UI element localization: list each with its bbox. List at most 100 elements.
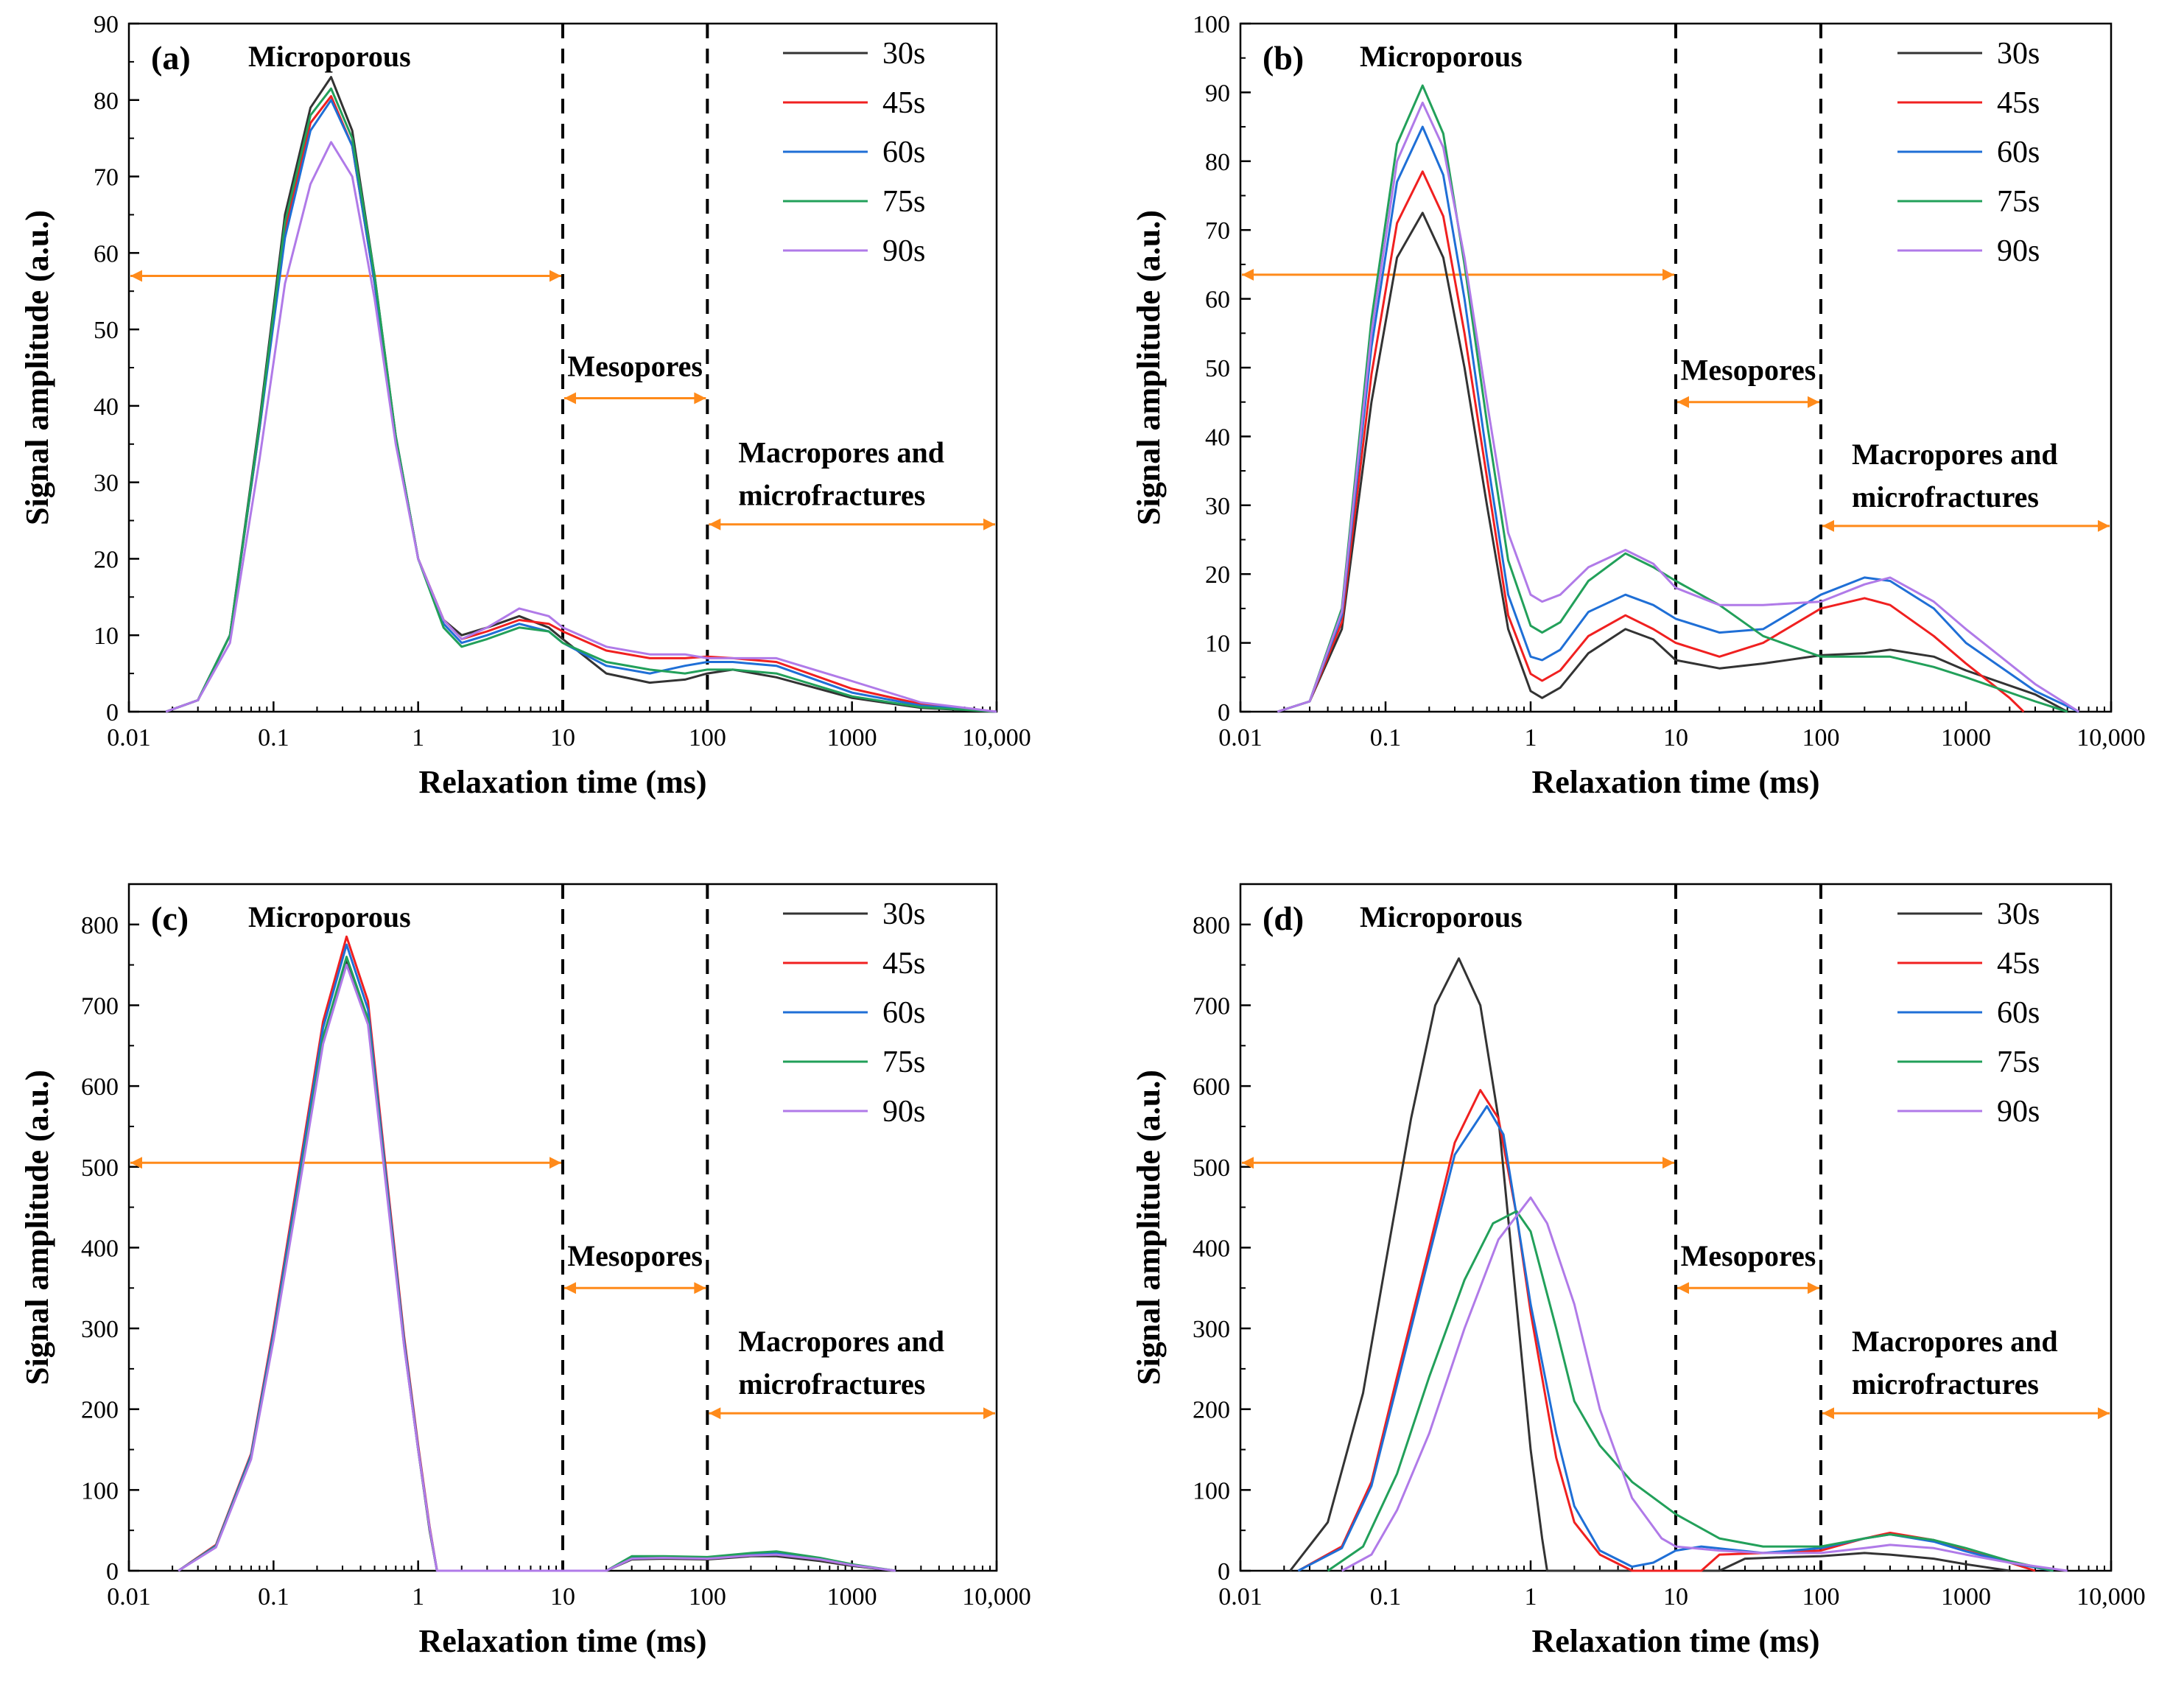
y-axis-title: Signal amplitude (a.u.) bbox=[1131, 1070, 1167, 1385]
micro-arrow-head-left bbox=[1242, 268, 1254, 281]
y-tick-label: 60 bbox=[94, 240, 119, 267]
x-tick-label: 0.1 bbox=[1370, 1583, 1402, 1611]
x-tick-label: 0.1 bbox=[1370, 724, 1402, 751]
x-tick-label: 100 bbox=[689, 724, 726, 751]
x-tick-label: 10 bbox=[550, 1583, 575, 1611]
legend-label-90s: 90s bbox=[1997, 1095, 2040, 1129]
meso-arrow-head-right bbox=[1808, 396, 1819, 408]
y-tick-label: 0 bbox=[106, 699, 119, 726]
y-axis-title: Signal amplitude (a.u.) bbox=[1131, 210, 1167, 525]
macro-arrow-head-left bbox=[709, 518, 721, 530]
legend-label-45s: 45s bbox=[882, 947, 925, 981]
y-tick-label: 600 bbox=[1193, 1073, 1230, 1101]
legend-label-60s: 60s bbox=[1997, 136, 2040, 169]
legend-label-30s: 30s bbox=[882, 897, 925, 931]
y-tick-label: 100 bbox=[81, 1477, 119, 1504]
micro-label: Microporous bbox=[248, 40, 411, 73]
x-tick-label: 0.01 bbox=[107, 724, 151, 751]
x-tick-label: 1000 bbox=[827, 724, 877, 751]
y-tick-label: 100 bbox=[1193, 11, 1230, 38]
macro-arrow-head-left bbox=[709, 1407, 721, 1420]
x-tick-label: 0.01 bbox=[1218, 724, 1263, 751]
y-tick-label: 40 bbox=[1205, 424, 1230, 451]
series-line-60s bbox=[1277, 125, 2079, 713]
y-tick-label: 200 bbox=[1193, 1397, 1230, 1424]
y-tick-label: 200 bbox=[81, 1397, 119, 1424]
macro-arrow-head-left bbox=[1822, 519, 1834, 532]
y-tick-label: 100 bbox=[1193, 1477, 1230, 1504]
x-tick-label: 100 bbox=[1802, 1583, 1840, 1611]
series-line-45s bbox=[1297, 1089, 2036, 1572]
legend-label-90s: 90s bbox=[882, 234, 925, 268]
x-tick-label: 1 bbox=[1525, 724, 1537, 751]
meso-arrow-head-right bbox=[694, 392, 706, 404]
y-tick-label: 20 bbox=[1205, 561, 1230, 589]
legend-label-60s: 60s bbox=[1997, 996, 2040, 1030]
y-tick-label: 500 bbox=[1193, 1154, 1230, 1182]
x-tick-label: 0.1 bbox=[258, 724, 289, 751]
panel-label: (c) bbox=[151, 900, 189, 937]
x-tick-label: 10,000 bbox=[962, 1583, 1031, 1611]
legend-label-90s: 90s bbox=[1997, 234, 2040, 268]
macro-arrow-head-left bbox=[1822, 1407, 1834, 1420]
series-line-30s bbox=[1277, 211, 2068, 713]
panel-c: 0.01 0.1 1 10 100 1000 10,000 0 100 200 300 400 500 6… bbox=[19, 883, 1031, 1659]
micro-arrow-head-left bbox=[130, 1157, 142, 1169]
meso-label: Mesopores bbox=[567, 1239, 703, 1272]
legend-label-45s: 45s bbox=[1997, 947, 2040, 981]
macro-label-line1: Macropores and bbox=[1852, 1325, 2058, 1358]
y-tick-label: 80 bbox=[1205, 149, 1230, 176]
series-line-30s bbox=[165, 76, 997, 713]
meso-arrow-head-left bbox=[1677, 1282, 1689, 1294]
series-line-75s bbox=[1327, 1210, 2054, 1572]
panel-label: (a) bbox=[151, 39, 191, 77]
series-line-75s bbox=[1277, 84, 2068, 713]
series-line-90s bbox=[165, 141, 997, 713]
y-tick-label: 90 bbox=[1205, 80, 1230, 107]
legend-label-45s: 45s bbox=[882, 86, 925, 120]
x-tick-label: 10 bbox=[1663, 1583, 1688, 1611]
y-tick-label: 70 bbox=[94, 164, 119, 192]
x-tick-label: 10 bbox=[550, 724, 575, 751]
y-tick-label: 30 bbox=[94, 470, 119, 497]
micro-arrow-head-right bbox=[549, 270, 561, 282]
y-tick-label: 400 bbox=[1193, 1235, 1230, 1262]
y-tick-label: 10 bbox=[94, 623, 119, 650]
y-tick-label: 70 bbox=[1205, 217, 1230, 245]
x-tick-label: 100 bbox=[689, 1583, 726, 1611]
y-tick-label: 20 bbox=[94, 546, 119, 573]
y-tick-label: 90 bbox=[94, 11, 119, 38]
micro-label: Microporous bbox=[1360, 900, 1523, 933]
panel-label: (d) bbox=[1263, 900, 1304, 937]
series-line-90s bbox=[178, 964, 896, 1572]
y-tick-label: 700 bbox=[81, 992, 119, 1020]
meso-arrow-head-right bbox=[1808, 1282, 1819, 1294]
y-tick-label: 600 bbox=[81, 1073, 119, 1101]
macro-arrow-head-right bbox=[2098, 1407, 2110, 1420]
y-tick-label: 50 bbox=[1205, 355, 1230, 382]
x-tick-label: 10,000 bbox=[962, 724, 1031, 751]
y-axis-title: Signal amplitude (a.u.) bbox=[19, 210, 55, 525]
macro-label-line2: microfractures bbox=[1852, 1367, 2039, 1401]
x-tick-label: 1000 bbox=[827, 1583, 877, 1611]
series-line-90s bbox=[1277, 101, 2080, 713]
meso-label: Mesopores bbox=[1681, 354, 1816, 387]
x-axis-title: Relaxation time (ms) bbox=[1531, 1623, 1819, 1659]
x-axis-title: Relaxation time (ms) bbox=[418, 1623, 706, 1659]
x-axis-title: Relaxation time (ms) bbox=[1531, 764, 1819, 800]
x-tick-label: 1 bbox=[1525, 1583, 1537, 1611]
macro-label-line2: microfractures bbox=[1852, 480, 2039, 514]
legend-label-30s: 30s bbox=[1997, 897, 2040, 931]
legend-label-45s: 45s bbox=[1997, 86, 2040, 120]
y-tick-label: 30 bbox=[1205, 493, 1230, 520]
macro-label-line2: microfractures bbox=[738, 479, 925, 512]
macro-label-line2: microfractures bbox=[738, 1367, 925, 1401]
macro-label-line1: Macropores and bbox=[1852, 438, 2058, 471]
series-line-30s bbox=[1289, 957, 2010, 1572]
legend-label-60s: 60s bbox=[882, 136, 925, 169]
x-tick-label: 10,000 bbox=[2076, 1583, 2146, 1611]
x-tick-label: 1000 bbox=[1941, 724, 1991, 751]
x-axis-title: Relaxation time (ms) bbox=[418, 764, 706, 800]
panel-label: (b) bbox=[1263, 39, 1304, 77]
